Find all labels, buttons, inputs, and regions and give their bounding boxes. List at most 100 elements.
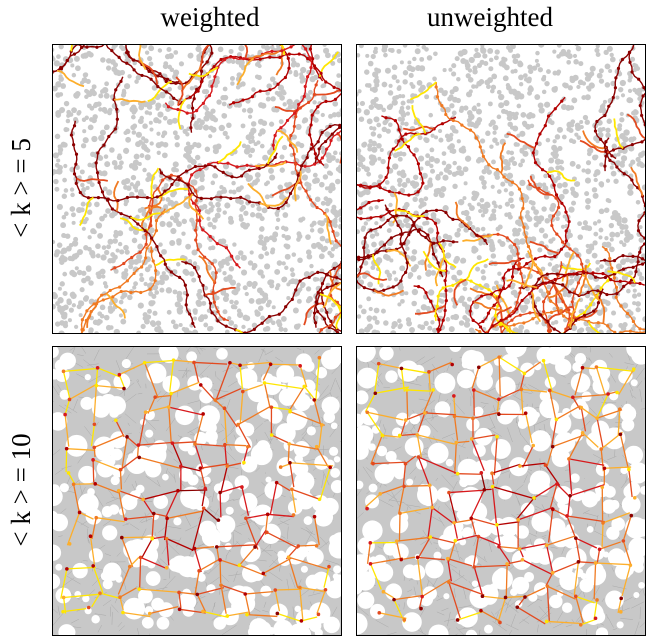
node xyxy=(148,61,154,67)
branch-edge xyxy=(243,44,249,60)
node xyxy=(216,99,222,105)
node xyxy=(227,316,232,321)
void xyxy=(256,440,271,455)
path-node xyxy=(298,40,301,43)
edge xyxy=(556,611,564,623)
branch-edge xyxy=(259,196,289,207)
node xyxy=(79,287,85,293)
node xyxy=(224,202,231,209)
edge xyxy=(78,486,86,501)
node xyxy=(364,69,370,75)
path-node xyxy=(496,304,500,308)
node xyxy=(282,212,289,218)
path-node xyxy=(337,265,342,270)
node xyxy=(119,249,125,255)
path-node xyxy=(144,256,148,260)
node xyxy=(202,104,208,110)
edge xyxy=(279,520,290,526)
branch-edge xyxy=(548,275,569,299)
edge xyxy=(126,448,136,455)
path-node xyxy=(94,383,99,388)
path-edge xyxy=(219,559,241,568)
node xyxy=(312,100,317,105)
node xyxy=(239,207,245,212)
path-node xyxy=(155,195,159,199)
path-node xyxy=(317,355,322,360)
void xyxy=(247,362,255,370)
path-node xyxy=(313,162,317,166)
node xyxy=(604,236,609,241)
node xyxy=(54,169,60,175)
path-node xyxy=(599,137,603,141)
edge xyxy=(264,350,274,356)
path-node xyxy=(219,583,223,587)
path-node xyxy=(154,219,159,223)
edge xyxy=(111,604,119,613)
path-node xyxy=(627,50,632,55)
node xyxy=(159,287,165,293)
node xyxy=(182,268,189,275)
void xyxy=(55,563,63,571)
edge xyxy=(52,449,61,457)
path-edge xyxy=(473,232,563,334)
node xyxy=(582,114,589,121)
path-node xyxy=(131,58,135,62)
path-node xyxy=(555,232,559,236)
void xyxy=(216,515,236,535)
path-node xyxy=(279,126,283,130)
edge xyxy=(178,369,192,372)
node xyxy=(577,221,583,227)
path-node xyxy=(262,381,267,385)
node xyxy=(615,160,622,167)
path-edge xyxy=(155,394,172,398)
node xyxy=(313,74,319,80)
node xyxy=(254,309,259,314)
path-edge xyxy=(63,367,98,373)
path-node xyxy=(628,329,632,333)
edge xyxy=(321,473,325,489)
path-node xyxy=(223,442,227,447)
node xyxy=(78,313,83,318)
node xyxy=(515,53,521,59)
edge xyxy=(161,575,176,592)
path-node xyxy=(287,52,291,56)
node xyxy=(174,181,180,187)
path-node xyxy=(538,313,543,317)
network xyxy=(52,346,342,636)
path-edge xyxy=(119,597,124,611)
node xyxy=(545,137,551,143)
node xyxy=(430,320,435,325)
path-node xyxy=(309,147,313,151)
path-node xyxy=(328,38,331,41)
node xyxy=(491,200,497,206)
path-node xyxy=(142,360,147,365)
node xyxy=(113,165,119,170)
edge xyxy=(451,481,458,493)
path-node xyxy=(526,244,531,249)
node xyxy=(101,86,109,94)
node xyxy=(218,124,225,132)
path-node xyxy=(567,308,571,312)
path-node xyxy=(235,263,239,267)
node xyxy=(621,217,628,224)
node xyxy=(488,66,494,72)
node xyxy=(541,89,547,95)
node xyxy=(301,174,309,181)
node xyxy=(492,124,499,131)
path-node xyxy=(294,114,298,119)
path-node xyxy=(61,595,66,600)
node xyxy=(146,172,152,178)
node xyxy=(282,102,287,107)
node xyxy=(409,66,416,73)
node xyxy=(107,238,114,245)
edge xyxy=(275,356,284,363)
node xyxy=(552,153,559,160)
path-node xyxy=(397,128,401,132)
node xyxy=(374,319,380,325)
path-node xyxy=(603,258,607,262)
path-node xyxy=(595,119,599,124)
node xyxy=(103,284,109,289)
edge xyxy=(428,415,439,420)
path-edge xyxy=(518,137,646,297)
